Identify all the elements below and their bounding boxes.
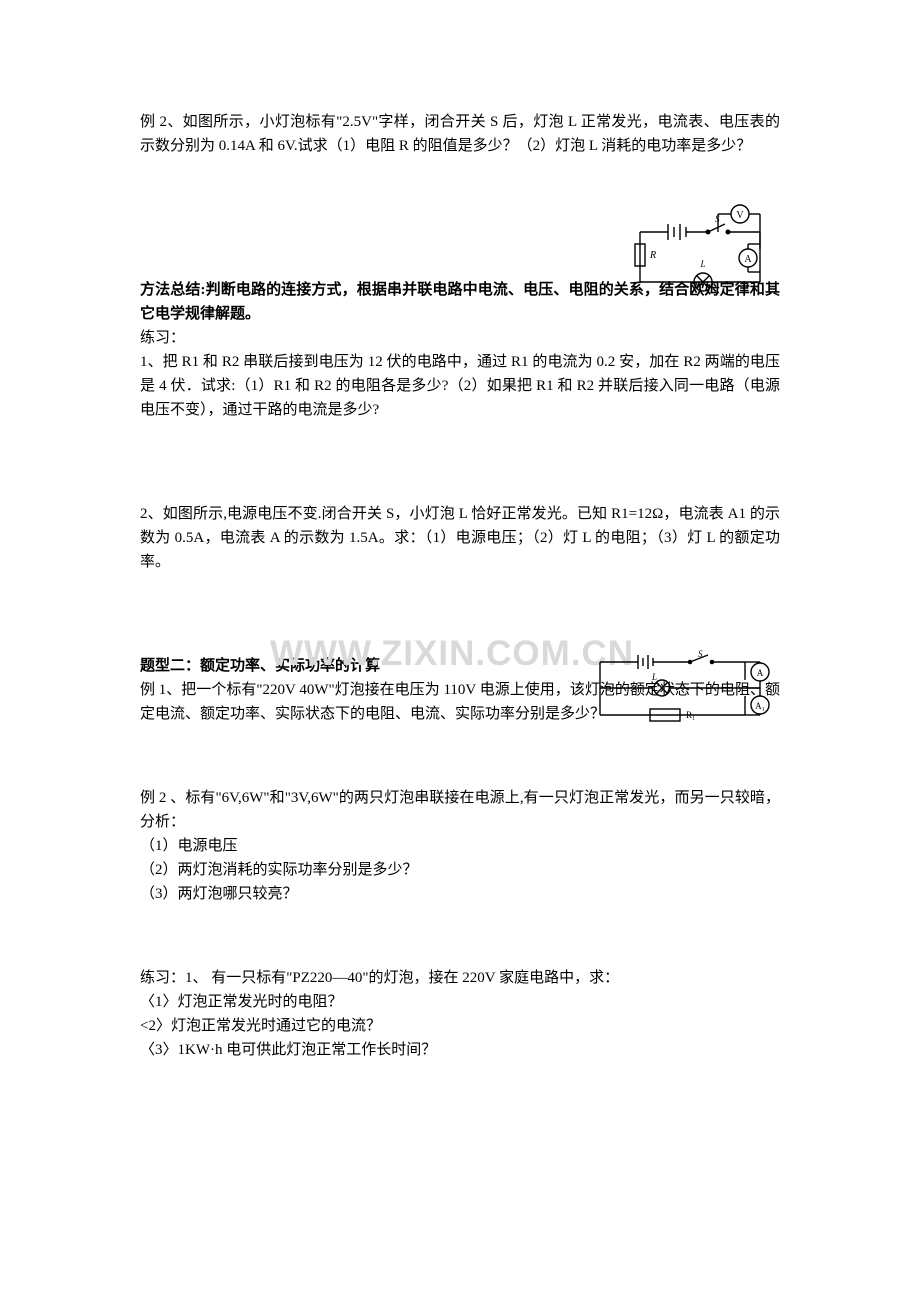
section2-practice-q3: 〈3〉1KW·h 电可供此灯泡正常工作长时间？ (140, 1038, 780, 1062)
section2-example2-q1: （1）电源电压 (140, 834, 780, 858)
circuit-diagram-2: S L R₁ A A₁ (590, 650, 780, 725)
section2-example2-q2: （2）两灯泡消耗的实际功率分别是多少？ (140, 858, 780, 882)
practice-label: 练习： (140, 326, 780, 350)
voltmeter-label: V (736, 210, 744, 221)
section2-practice-intro: 练习：1、 有一只标有"PZ220—40"的灯泡，接在 220V 家庭电路中，求… (140, 966, 780, 990)
section2-example2-intro: 例 2 、标有"6V,6W"和"3V,6W"的两只灯泡串联接在电源上,有一只灯泡… (140, 786, 780, 834)
lamp-label: L (699, 259, 705, 269)
practice-2-text: 2、如图所示,电源电压不变.闭合开关 S，小灯泡 L 恰好正常发光。已知 R1=… (140, 502, 780, 574)
example2-text: 例 2、如图所示，小灯泡标有"2.5V"字样，闭合开关 S 后，灯泡 L 正常发… (140, 110, 780, 158)
ammeter-a-label: A (757, 668, 764, 678)
page: WWW.ZIXIN.COM.CN 例 2、如图所示，小灯泡标有"2.5V"字样，… (0, 0, 920, 1302)
switch-label: S (715, 214, 720, 224)
switch-label-2: S (698, 650, 703, 659)
section2-example2-q3: （3）两灯泡哪只较亮？ (140, 882, 780, 906)
circuit-diagram-1: V S R L A (630, 200, 770, 295)
section2-practice-q2: <2〉灯泡正常发光时通过它的电流？ (140, 1014, 780, 1038)
lamp-label-2: L (651, 672, 657, 682)
ammeter-label: A (744, 254, 752, 265)
r1-label: R₁ (686, 710, 695, 720)
resistor-label: R (649, 250, 656, 261)
ammeter-a1-label: A₁ (755, 701, 765, 711)
practice-1-text: 1、把 R1 和 R2 串联后接到电压为 12 伏的电路中，通过 R1 的电流为… (140, 350, 780, 422)
section2-practice-q1: 〈1〉灯泡正常发光时的电阻？ (140, 990, 780, 1014)
